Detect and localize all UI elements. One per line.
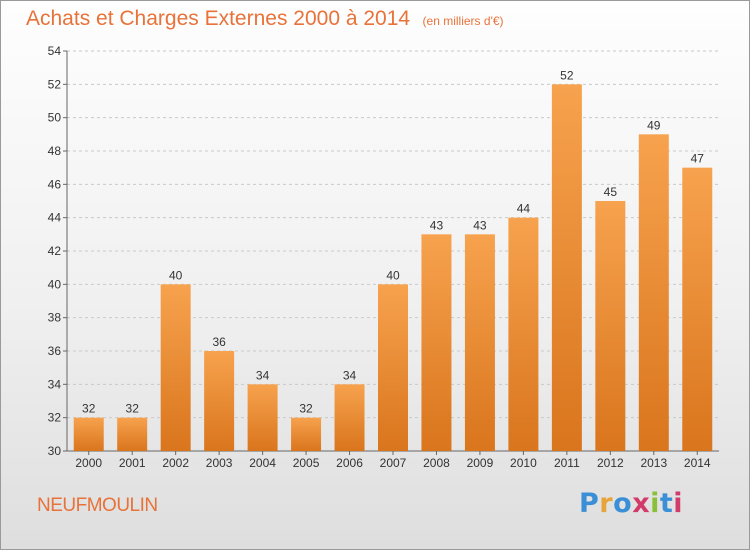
bar [247, 384, 278, 451]
data-label: 43 [430, 218, 444, 232]
x-tick-label: 2003 [206, 456, 233, 470]
bar [638, 134, 669, 452]
y-tick-label: 46 [48, 177, 62, 191]
chart-header: Achats et Charges Externes 2000 à 2014 (… [26, 7, 504, 31]
x-tick-label: 2011 [554, 456, 580, 470]
bar [73, 417, 104, 451]
logo-letter: x [632, 488, 651, 519]
logo-letter: t [659, 488, 674, 519]
x-tick-label: 2006 [336, 456, 363, 470]
x-tick-label: 2005 [293, 456, 320, 470]
x-tick-label: 2010 [510, 456, 537, 470]
y-tick-label: 40 [48, 277, 62, 291]
bar [551, 84, 582, 451]
data-label: 40 [386, 268, 400, 282]
bar [204, 351, 235, 451]
data-label: 36 [212, 335, 226, 349]
logo-letter: r [599, 488, 614, 519]
data-label: 49 [647, 118, 661, 132]
logo-letter: P [579, 488, 600, 519]
data-label: 52 [560, 68, 574, 82]
data-label: 40 [169, 268, 183, 282]
y-tick-label: 38 [48, 311, 62, 325]
x-tick-label: 2013 [640, 456, 667, 470]
y-tick-label: 36 [48, 344, 62, 358]
x-tick-label: 2009 [467, 456, 494, 470]
x-tick-label: 2002 [162, 456, 189, 470]
proxiti-logo[interactable]: Proxiti [579, 488, 683, 519]
y-tick-label: 34 [48, 377, 62, 391]
bar [291, 417, 322, 451]
y-tick-label: 30 [48, 444, 62, 458]
data-label: 44 [517, 202, 531, 216]
y-tick-label: 42 [48, 244, 62, 258]
data-label: 32 [299, 402, 313, 416]
bar [334, 384, 365, 451]
x-tick-label: 2014 [684, 456, 711, 470]
chart-subtitle: (en milliers d'€) [422, 14, 504, 28]
bar [682, 167, 713, 451]
bar [421, 234, 452, 451]
bar [464, 234, 495, 451]
x-tick-label: 2012 [597, 456, 624, 470]
y-tick-label: 48 [48, 144, 62, 158]
data-label: 43 [473, 218, 487, 232]
logo-letter: i [650, 488, 660, 519]
data-label: 45 [604, 185, 618, 199]
data-label: 32 [126, 402, 140, 416]
x-tick-label: 2000 [75, 456, 102, 470]
logo-letter: o [613, 488, 633, 519]
data-label: 47 [691, 152, 705, 166]
chart-title: Achats et Charges Externes 2000 à 2014 [26, 7, 411, 30]
y-tick-label: 54 [48, 44, 62, 58]
logo-letter: i [673, 488, 684, 519]
data-label: 34 [256, 368, 270, 382]
data-label: 32 [82, 402, 96, 416]
x-tick-label: 2008 [423, 456, 450, 470]
commune-name: NEUFMOULIN [37, 495, 158, 516]
y-tick-label: 32 [48, 411, 62, 425]
x-tick-label: 2001 [119, 456, 146, 470]
y-tick-label: 50 [48, 111, 62, 125]
data-label: 34 [343, 368, 357, 382]
y-tick-label: 44 [48, 211, 62, 225]
bar [508, 217, 539, 451]
x-tick-label: 2007 [380, 456, 407, 470]
bar [378, 284, 408, 451]
bar [160, 284, 191, 451]
x-tick-label: 2004 [249, 456, 276, 470]
bar [117, 417, 148, 451]
bar [595, 201, 626, 451]
y-tick-label: 52 [48, 77, 62, 91]
